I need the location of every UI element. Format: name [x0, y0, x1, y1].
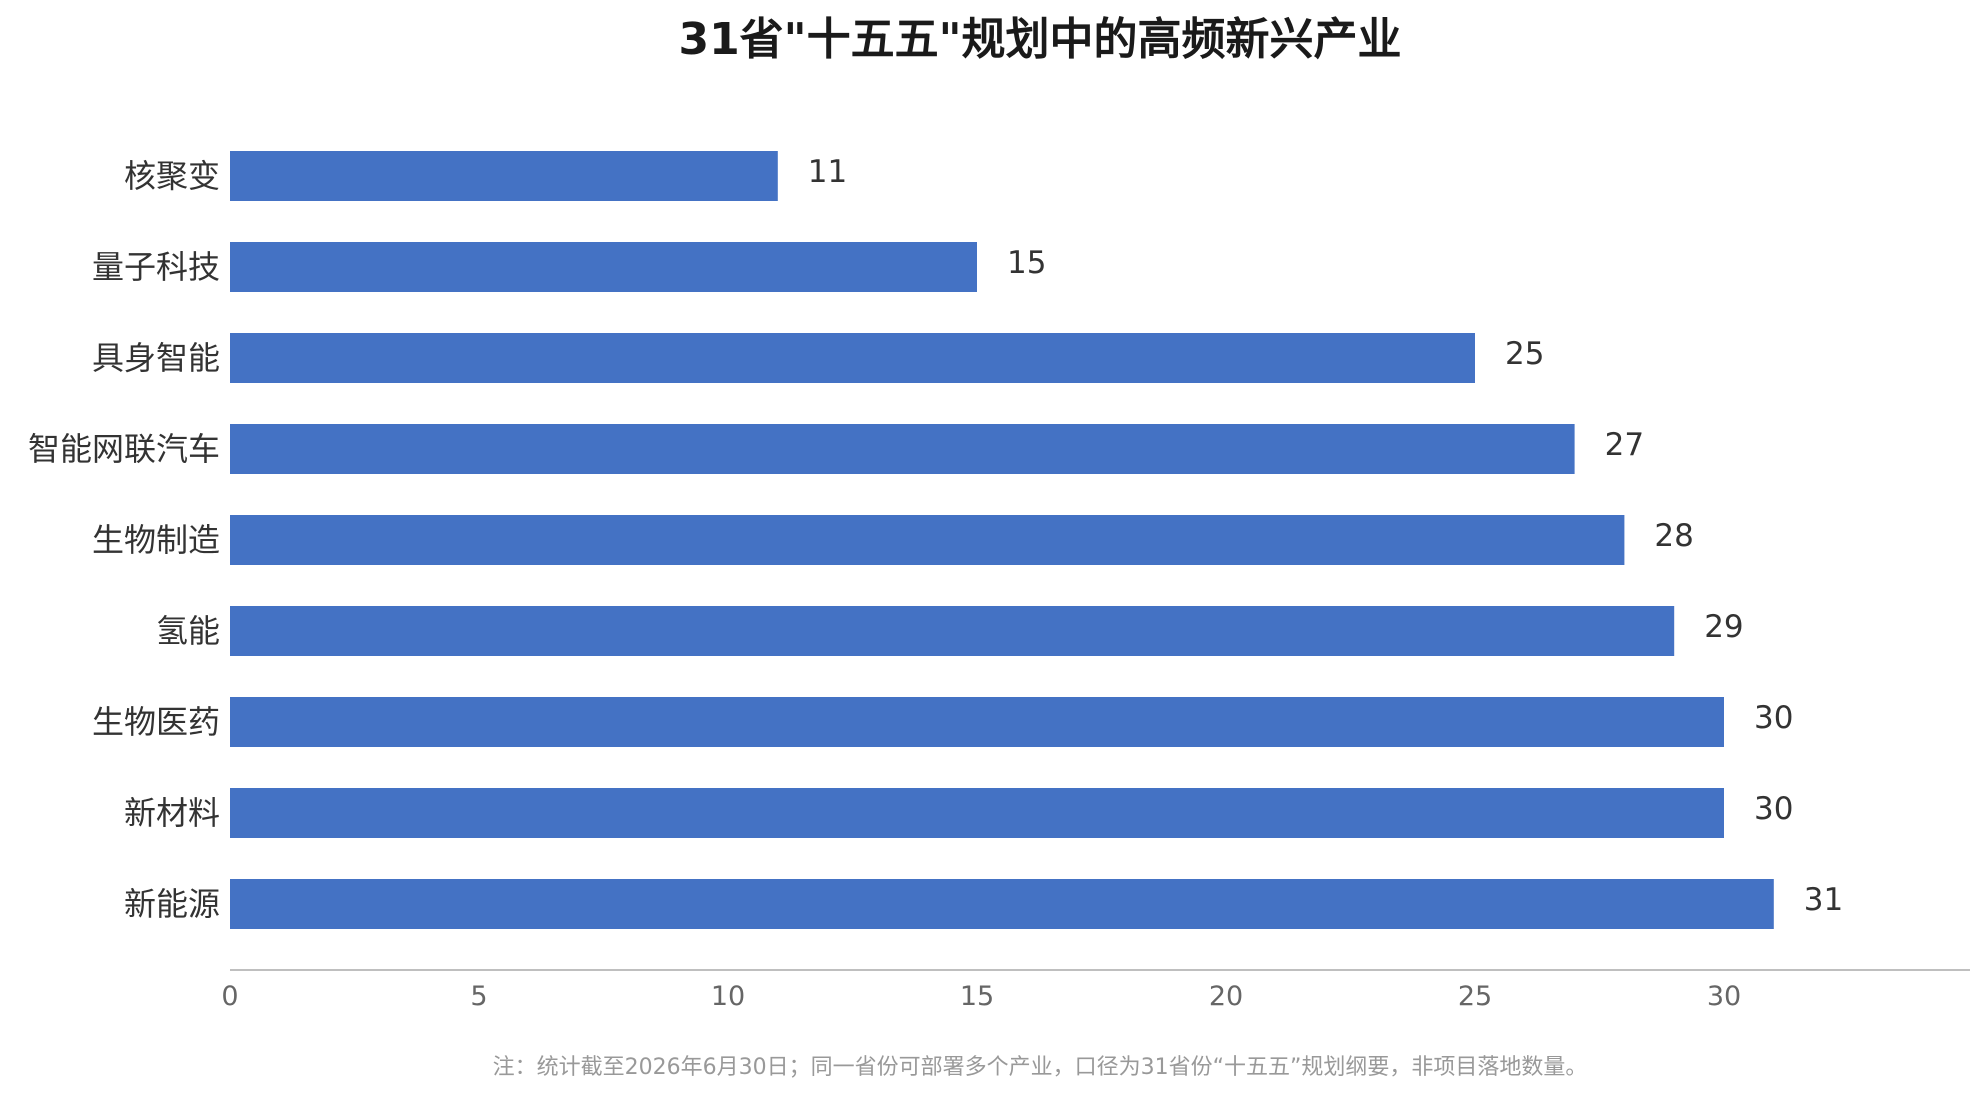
category-label: 智能网联汽车 — [28, 430, 220, 468]
data-label: 28 — [1654, 518, 1693, 554]
x-tick-label: 15 — [960, 981, 994, 1012]
chart-title: 31省"十五五"规划中的高频新兴产业 — [678, 14, 1401, 65]
category-label: 核聚变 — [124, 157, 220, 195]
bar — [230, 515, 1625, 565]
x-tick-label: 25 — [1458, 981, 1492, 1012]
data-label: 31 — [1804, 882, 1843, 918]
category-label: 具身智能 — [92, 339, 220, 377]
x-tick-label: 10 — [711, 981, 745, 1012]
data-label: 15 — [1007, 245, 1046, 281]
category-label: 氢能 — [156, 612, 220, 650]
bar — [230, 333, 1475, 383]
x-ticks-layer: 0 5 10 15 20 25 30 — [221, 981, 1741, 1012]
data-label: 27 — [1605, 427, 1644, 463]
data-label: 11 — [808, 154, 847, 190]
x-tick-label: 30 — [1707, 981, 1741, 1012]
data-label: 25 — [1505, 336, 1544, 372]
footnote: 注：统计截至2026年6月30日；同一省份可部署多个产业，口径为31省份“十五五… — [493, 1055, 1588, 1080]
category-label: 量子科技 — [92, 248, 220, 286]
bar — [230, 879, 1774, 929]
category-label: 生物医药 — [92, 703, 220, 741]
bar — [230, 242, 977, 292]
data-label: 29 — [1704, 609, 1743, 645]
x-tick-label: 5 — [470, 981, 487, 1012]
data-label: 30 — [1754, 700, 1793, 736]
bar — [230, 697, 1724, 747]
bar — [230, 151, 778, 201]
category-label: 生物制造 — [92, 521, 220, 559]
bars-layer: 核聚变 11 量子科技 15 具身智能 25 智能网联汽车 27 生物制造 28 氢能 29 生物医药 3… — [28, 151, 1843, 929]
bar — [230, 424, 1575, 474]
x-tick-label: 20 — [1209, 981, 1243, 1012]
data-label: 30 — [1754, 791, 1793, 827]
category-label: 新材料 — [124, 794, 220, 832]
category-label: 新能源 — [124, 885, 220, 923]
bar — [230, 788, 1724, 838]
x-tick-label: 0 — [221, 981, 238, 1012]
bar — [230, 606, 1675, 656]
